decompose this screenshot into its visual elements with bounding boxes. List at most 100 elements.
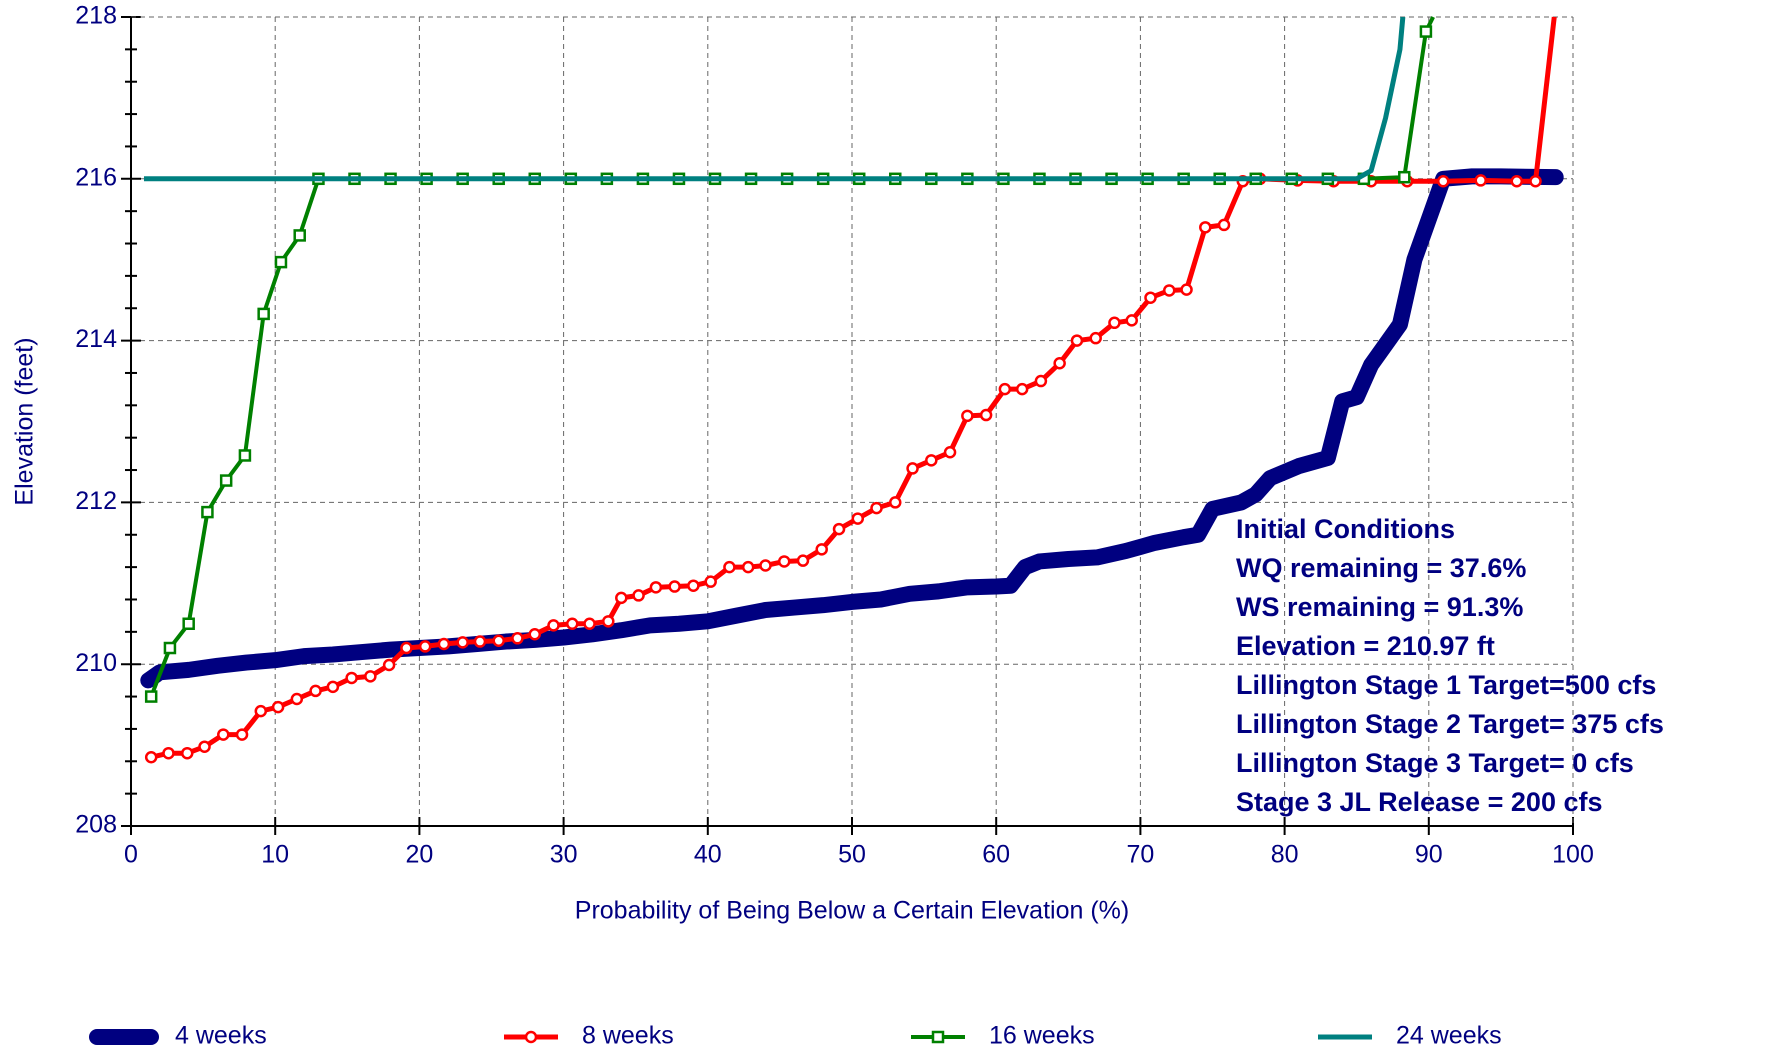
marker: [437, 637, 451, 651]
marker: [162, 746, 175, 760]
marker: [602, 615, 615, 628]
legend-label: 8 weeks: [582, 1022, 674, 1050]
marker: [1108, 316, 1121, 330]
marker: [583, 617, 596, 630]
marker: [456, 636, 469, 649]
marker: [615, 591, 628, 605]
x-tick-label: 20: [405, 841, 433, 869]
marker: [345, 671, 358, 685]
marker: [723, 560, 736, 574]
legend-marker: [931, 1030, 945, 1044]
marker: [235, 728, 249, 741]
marker: [382, 658, 396, 672]
marker: [906, 462, 919, 475]
marker: [217, 728, 230, 741]
legend-label: 16 weeks: [989, 1022, 1095, 1050]
annotation: Lillington Stage 1 Target=500 cfs: [1236, 670, 1656, 700]
marker: [180, 746, 194, 760]
marker: [1125, 314, 1138, 327]
marker: [182, 617, 195, 630]
marker: [832, 522, 846, 536]
marker: [400, 641, 413, 655]
marker: [547, 619, 560, 632]
marker: [309, 684, 322, 698]
marker: [1089, 331, 1102, 345]
marker: [528, 628, 542, 641]
y-tick-label: 218: [75, 2, 117, 30]
marker: [759, 559, 772, 572]
marker: [566, 617, 579, 630]
marker: [1529, 174, 1542, 188]
marker: [687, 579, 700, 592]
annotation: Stage 3 JL Release = 200 cfs: [1236, 787, 1603, 817]
x-tick-label: 60: [982, 841, 1010, 869]
marker: [144, 750, 158, 764]
marker: [418, 640, 432, 653]
x-tick-label: 10: [261, 841, 289, 869]
marker: [1162, 284, 1176, 297]
x-tick-label: 70: [1126, 841, 1154, 869]
x-tick-label: 80: [1271, 841, 1299, 869]
marker: [668, 580, 681, 593]
marker: [649, 581, 663, 594]
marker: [1436, 174, 1450, 188]
marker: [219, 474, 233, 487]
marker: [290, 692, 304, 706]
annotation: WQ remaining = 37.6%: [1236, 553, 1526, 583]
marker: [1034, 374, 1048, 388]
marker: [511, 632, 524, 645]
x-tick-label: 90: [1415, 841, 1443, 869]
y-tick-label: 216: [75, 163, 117, 191]
marker: [492, 634, 505, 647]
marker: [889, 496, 902, 509]
marker: [632, 589, 645, 602]
marker: [163, 641, 177, 655]
x-tick-label: 30: [550, 841, 578, 869]
marker: [704, 575, 717, 588]
marker: [925, 454, 938, 467]
marker: [870, 501, 883, 515]
marker: [1217, 218, 1231, 232]
marker: [274, 255, 288, 269]
marker: [1144, 291, 1157, 304]
x-tick-label: 0: [124, 841, 138, 869]
marker: [364, 670, 377, 683]
marker: [201, 505, 214, 519]
y-tick-label: 208: [75, 811, 117, 839]
marker: [257, 307, 270, 321]
annotation: Lillington Stage 2 Target= 375 cfs: [1236, 709, 1664, 739]
marker: [1015, 382, 1029, 396]
marker: [473, 635, 487, 648]
legend-marker: [524, 1030, 538, 1044]
marker: [1053, 357, 1066, 370]
marker: [796, 554, 810, 567]
marker: [998, 382, 1012, 396]
legend-label: 4 weeks: [175, 1022, 267, 1050]
x-tick-label: 100: [1552, 841, 1594, 869]
y-tick-label: 210: [75, 649, 117, 677]
series-line: [143, 16, 1406, 182]
marker: [1199, 221, 1212, 234]
marker: [326, 680, 340, 694]
marker: [198, 740, 211, 753]
marker: [1419, 25, 1433, 38]
y-tick-label: 214: [75, 325, 117, 353]
marker: [851, 512, 865, 525]
marker: [1070, 334, 1084, 347]
y-axis-title: Elevation (feet): [11, 337, 39, 505]
marker: [1180, 283, 1193, 296]
x-tick-label: 40: [694, 841, 722, 869]
marker: [271, 700, 285, 714]
annotation: WS remaining = 91.3%: [1236, 592, 1523, 622]
marker: [815, 543, 828, 556]
marker: [979, 408, 993, 422]
marker: [144, 690, 158, 703]
marker: [1474, 174, 1487, 187]
series-line: [140, 168, 1564, 689]
marker: [293, 229, 306, 242]
legend-label: 24 weeks: [1396, 1022, 1502, 1050]
annotation: Lillington Stage 3 Target= 0 cfs: [1236, 748, 1634, 778]
marker: [1398, 170, 1411, 184]
marker: [238, 449, 252, 462]
